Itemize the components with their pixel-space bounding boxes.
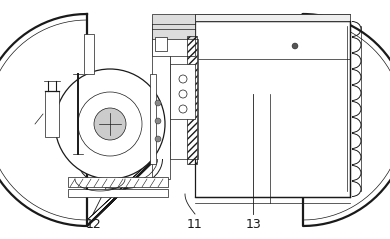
Bar (155, 37, 167, 51)
Bar (45, 91, 59, 137)
Circle shape (179, 90, 187, 98)
Bar (170, 64, 195, 119)
Circle shape (179, 105, 187, 113)
Text: 13: 13 (246, 218, 261, 231)
Bar (152, 14, 195, 39)
Bar (152, 24, 170, 179)
Text: 11: 11 (187, 218, 203, 231)
Circle shape (155, 118, 161, 124)
Bar (68, 189, 168, 197)
Bar (195, 21, 350, 197)
Circle shape (78, 92, 142, 156)
Circle shape (155, 100, 161, 106)
Bar (84, 34, 94, 74)
Circle shape (155, 136, 161, 142)
Circle shape (94, 108, 126, 140)
Text: 12: 12 (86, 218, 101, 231)
Bar (195, 14, 350, 21)
Circle shape (292, 43, 298, 49)
Bar (170, 39, 198, 159)
Bar (187, 36, 197, 164)
Circle shape (55, 69, 165, 179)
Circle shape (179, 75, 187, 83)
Bar (152, 38, 195, 56)
Bar (150, 74, 156, 164)
Bar (68, 177, 168, 187)
